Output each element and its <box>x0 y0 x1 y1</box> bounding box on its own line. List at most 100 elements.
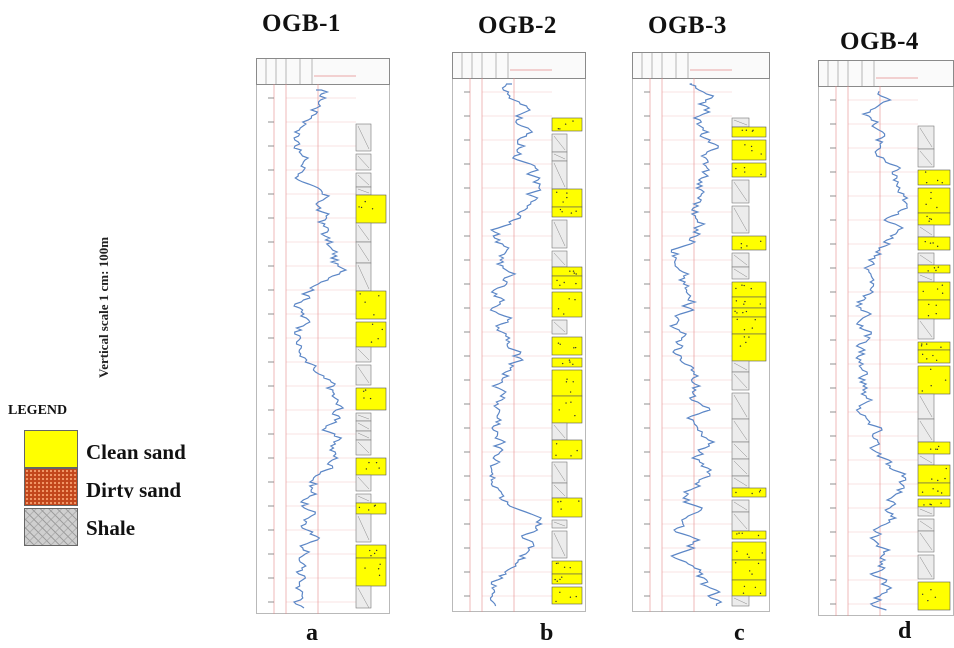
shale-hatch <box>733 420 748 441</box>
sand-grain <box>738 532 740 534</box>
lithology-sand-bed <box>731 559 767 581</box>
sand-grain <box>563 566 566 569</box>
sand-grain <box>743 336 746 338</box>
sand-grain <box>365 468 368 470</box>
lithology-sand-bed <box>731 235 767 251</box>
sand-grain <box>359 293 361 295</box>
legend-label-clean-sand: Clean sand <box>86 440 186 464</box>
sand-grain <box>930 197 932 200</box>
sand-grain <box>926 358 928 360</box>
sand-grain <box>940 346 942 348</box>
lithology-sand-bed <box>917 581 951 611</box>
shale-hatch <box>733 443 748 458</box>
sand-grain <box>759 489 762 492</box>
lithology-sand-bed <box>551 275 583 290</box>
sand-grain <box>565 381 568 383</box>
shale-hatch <box>733 254 748 266</box>
sand-grain <box>746 553 749 555</box>
shale-hatch <box>733 460 748 475</box>
lithology-sand-bed <box>917 482 951 497</box>
sand-grain <box>562 201 564 203</box>
lithology-shale-bed <box>355 585 372 609</box>
well-log-ogb-3 <box>632 52 770 612</box>
sand-grain <box>576 449 578 452</box>
shale-hatch <box>733 268 748 278</box>
shale-hatch <box>733 362 748 371</box>
gamma-ray-curve <box>854 91 909 611</box>
lithology-sand-bed <box>551 266 583 277</box>
shale-hatch <box>919 127 933 148</box>
shale-hatch <box>919 150 933 166</box>
sand-grain <box>572 120 574 122</box>
gamma-ray-curve <box>292 89 348 609</box>
sand-grain <box>921 491 924 493</box>
sand-grain <box>736 318 738 321</box>
sand-grain <box>370 341 373 343</box>
sand-grain <box>569 391 572 393</box>
sand-grain <box>921 353 924 356</box>
lithology-sand-bed <box>355 290 387 320</box>
sand-grain <box>556 191 558 193</box>
lithology-sand-bed <box>731 487 767 498</box>
sand-grain <box>557 501 559 503</box>
sand-grain <box>741 129 744 132</box>
sand-grain <box>735 287 737 290</box>
sand-grain <box>358 506 361 509</box>
sand-grain <box>363 397 365 399</box>
well-log-ogb-2 <box>452 52 586 612</box>
sand-grain <box>377 338 379 340</box>
shale-hatch <box>919 556 933 578</box>
sand-grain <box>575 282 577 285</box>
sand-grain <box>743 329 746 331</box>
sand-grain <box>734 310 736 313</box>
shale-hatch <box>733 394 748 418</box>
sand-grain <box>572 270 575 272</box>
sand-grain <box>930 368 932 371</box>
well-letter-b: b <box>540 620 554 646</box>
sand-grain <box>569 566 571 569</box>
sand-grain <box>742 592 745 594</box>
sand-grain <box>743 284 745 287</box>
sand-grain <box>378 295 380 297</box>
shale-hatch <box>553 252 566 266</box>
shale-hatch <box>357 155 370 169</box>
log-header <box>818 60 954 87</box>
lithology-sand-bed <box>731 333 767 362</box>
sand-grain <box>570 212 573 214</box>
sand-grain <box>936 206 938 209</box>
shale-hatch <box>553 424 566 439</box>
well-title-ogb-4: OGB-4 <box>840 28 919 55</box>
sand-grain <box>556 279 558 282</box>
sand-grain <box>563 313 565 315</box>
legend-title: LEGEND <box>8 403 68 418</box>
sand-grain <box>578 500 580 502</box>
shale-hatch <box>733 207 748 232</box>
sand-grain <box>921 343 923 345</box>
shale-hatch <box>919 455 933 464</box>
shale-hatch <box>357 414 370 420</box>
sand-grain <box>568 359 571 361</box>
lithology-sand-bed <box>917 212 951 226</box>
sand-grain <box>559 128 561 130</box>
sand-grain <box>760 240 762 243</box>
sand-grain <box>364 301 366 303</box>
sand-grain <box>572 381 574 383</box>
sand-grain <box>371 323 374 325</box>
sand-grain <box>928 220 930 222</box>
sand-grain <box>759 303 762 305</box>
sand-grain <box>364 567 366 569</box>
sand-grain <box>936 448 939 451</box>
sand-grain <box>937 490 939 492</box>
sand-grain <box>754 586 757 589</box>
lithology-sand-bed <box>551 497 583 518</box>
lithology-sand-bed <box>551 336 583 356</box>
sand-grain <box>563 281 565 284</box>
well-letter-c: c <box>734 620 745 646</box>
well-title-ogb-3: OGB-3 <box>648 12 727 39</box>
sand-grain <box>559 208 562 211</box>
lithology-sand-bed <box>917 365 951 395</box>
sand-grain <box>734 562 737 564</box>
legend-swatch-dirty-sand <box>24 468 78 506</box>
sand-grain <box>367 509 370 511</box>
sand-grain <box>751 573 753 575</box>
